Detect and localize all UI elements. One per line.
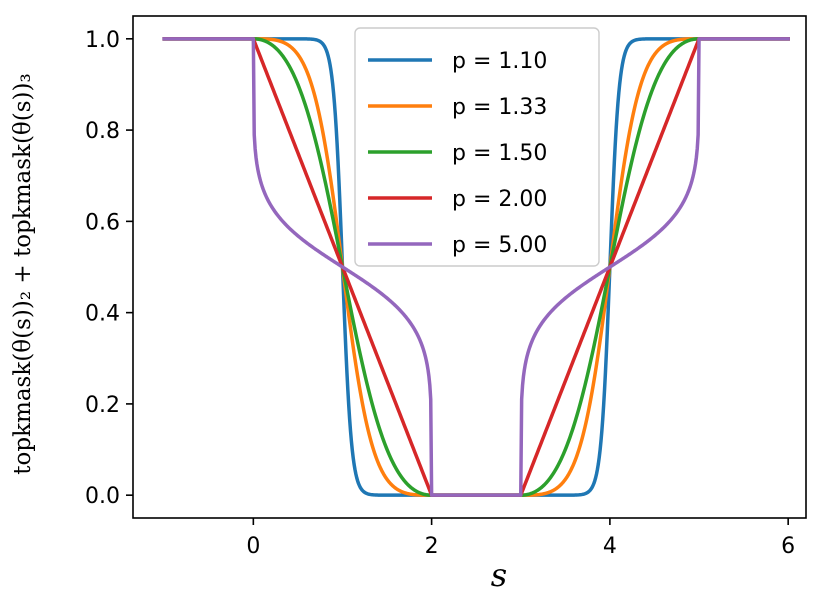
y-tick-label: 0.0 xyxy=(85,484,120,509)
series-line-5 xyxy=(162,37,790,497)
x-axis-label: s xyxy=(491,556,507,589)
y-tick-label: 1.0 xyxy=(85,28,120,53)
legend-label-1: p = 1.10 xyxy=(452,49,547,74)
y-axis-label: topkmask(θ(s))₂ + topkmask(θ(s))₃ xyxy=(10,73,36,474)
y-tick-label: 0.6 xyxy=(85,210,120,235)
x-tick-label: 4 xyxy=(603,534,617,559)
legend-box xyxy=(354,27,600,267)
legend-label-4: p = 2.00 xyxy=(452,187,547,212)
x-tick-label: 6 xyxy=(781,534,795,559)
legend-label-3: p = 1.50 xyxy=(452,141,547,166)
plot-area xyxy=(162,37,790,497)
y-tick-label: 0.2 xyxy=(85,393,120,418)
legend-label-2: p = 1.33 xyxy=(452,95,547,120)
axes-border xyxy=(132,15,807,519)
legend-label-5: p = 5.00 xyxy=(452,233,547,258)
y-tick-label: 0.4 xyxy=(85,302,120,327)
x-tick-label: 0 xyxy=(246,534,260,559)
y-tick-label: 0.8 xyxy=(85,119,120,144)
x-tick-label: 2 xyxy=(425,534,439,559)
axes-frame xyxy=(132,15,807,519)
legend: p = 1.10 p = 1.33 p = 1.50 p = 2.00 p = 5.00 xyxy=(354,27,600,267)
axis-ticks: 0 2 4 6 0.0 0.2 0.4 0.6 0.8 1.0 xyxy=(85,28,795,559)
